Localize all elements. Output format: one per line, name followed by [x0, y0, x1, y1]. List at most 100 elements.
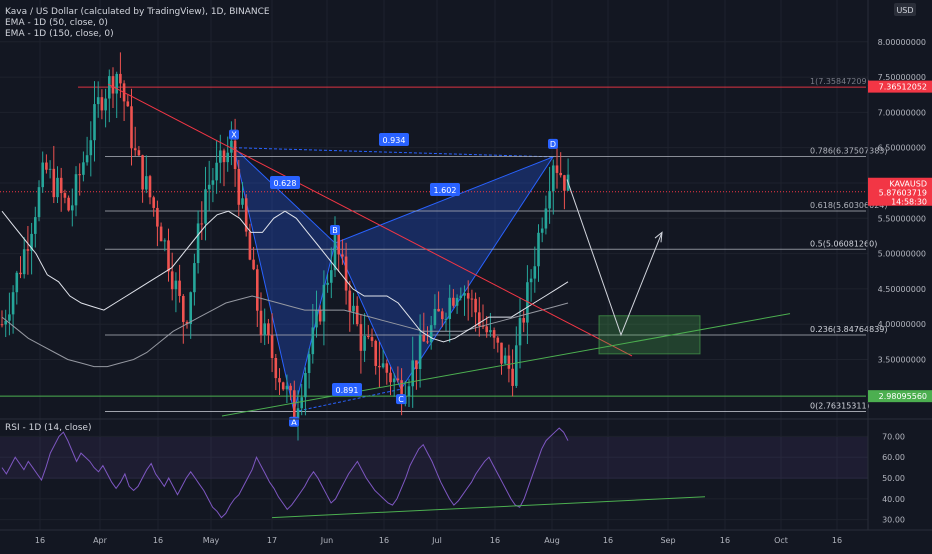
candle-body	[163, 240, 167, 242]
ema150-line	[1, 295, 569, 368]
candle-body	[115, 73, 118, 94]
time-tick-label: 16	[153, 536, 163, 545]
candle-body	[363, 335, 366, 351]
candle-body	[89, 140, 93, 156]
candle-body	[415, 360, 418, 369]
candle-body	[407, 386, 411, 397]
time-axis: 16 Apr 16 May 17 Jun 16 Jul 16 Aug 16 Sep 16 Oct 16	[35, 536, 842, 545]
candle-body	[248, 231, 252, 260]
indicator-ema150[interactable]: EMA - 1D (150, close, 0)	[5, 29, 114, 39]
candle-body	[126, 101, 130, 107]
candle-body	[355, 305, 359, 325]
candle-body	[381, 363, 385, 368]
candle-body	[170, 271, 174, 290]
time-tick-label: May	[203, 536, 220, 545]
candle-body	[278, 378, 281, 383]
candle-body	[352, 305, 355, 312]
candle-body	[511, 368, 514, 386]
candle-body	[19, 272, 22, 275]
candle-body	[492, 330, 496, 338]
candle-body	[48, 168, 52, 170]
candle-body	[418, 335, 422, 369]
candle-body	[211, 180, 215, 185]
candle-body	[270, 335, 274, 359]
candle-body	[293, 390, 296, 420]
candle-body	[22, 249, 26, 275]
candle-body	[503, 355, 507, 364]
candle-body	[196, 223, 200, 264]
candle-body	[108, 76, 111, 99]
candle-body	[252, 259, 255, 270]
candle-body	[233, 140, 237, 170]
candle-body	[367, 335, 370, 338]
candle-body	[470, 298, 474, 300]
ema50-line	[1, 210, 569, 343]
rsi-tick-label: 70.00	[882, 432, 905, 441]
candle-body	[474, 298, 477, 313]
candle-body	[311, 327, 315, 355]
price-tag-label: 5.87603719	[879, 189, 927, 198]
candle-body	[337, 233, 340, 255]
point-label: D	[550, 140, 556, 149]
rsi-title[interactable]: RSI - 1D (14, close)	[5, 423, 91, 433]
candle-body	[322, 284, 326, 322]
price-tick-label: 5.50000000	[878, 214, 926, 223]
point-label-bg	[396, 394, 406, 405]
price-tag-label: KAVAUSD	[889, 180, 927, 189]
candle-body	[281, 382, 285, 390]
descending-trendline	[107, 83, 633, 357]
ratio-label: 0.934	[383, 136, 406, 145]
candle-body	[318, 310, 322, 322]
candle-body	[448, 297, 451, 319]
currency-badge-bg[interactable]	[894, 3, 916, 16]
candle-body	[30, 233, 33, 251]
candle-body	[78, 174, 81, 176]
candle-body	[259, 310, 263, 336]
time-tick-label: Oct	[774, 536, 788, 545]
candle-body	[326, 282, 329, 285]
candle-body	[555, 165, 559, 173]
candle-body	[400, 380, 403, 404]
time-tick-label: 16	[603, 536, 613, 545]
candle-body	[522, 318, 525, 323]
candle-body	[344, 256, 348, 291]
candle-body	[41, 162, 44, 188]
candle-body	[563, 175, 566, 191]
candle-body	[285, 385, 289, 390]
pattern-xd	[233, 147, 554, 158]
candle-body	[263, 323, 266, 336]
currency-badge[interactable]: USD	[896, 6, 913, 15]
candle-body	[52, 168, 56, 198]
harmonic-pattern	[233, 146, 555, 413]
candle-body	[119, 73, 122, 84]
candle-body	[26, 249, 30, 251]
candle-body	[178, 280, 181, 296]
fib-label: 0.5(5.06081260)	[810, 239, 877, 248]
ratio-label: 1.602	[434, 186, 457, 195]
candle-body	[274, 358, 278, 379]
price-tick-label: 8.00000000	[878, 38, 926, 47]
candle-body	[330, 270, 333, 283]
price-tag-bg	[868, 80, 932, 93]
price-tick-label: 3.50000000	[878, 356, 926, 365]
candle-body	[63, 193, 67, 198]
time-tick-label: 17	[267, 536, 277, 545]
candle-body	[222, 150, 226, 163]
candle-body	[219, 150, 222, 163]
indicator-ema50[interactable]: EMA - 1D (50, close, 0)	[5, 18, 108, 28]
price-tick-label: 4.50000000	[878, 285, 926, 294]
point-label: B	[332, 226, 338, 235]
candle-body	[100, 97, 104, 111]
rsi-tick-label: 60.00	[882, 453, 905, 462]
candle-body	[71, 205, 74, 211]
candle-body	[34, 217, 37, 234]
candle-body	[489, 330, 492, 333]
price-tick-label: 6.50000000	[878, 144, 926, 153]
time-tick-label: Sep	[660, 536, 675, 545]
candle-body	[207, 184, 211, 190]
candle-body	[518, 318, 522, 346]
rsi-line	[1, 427, 569, 519]
candle-body	[370, 337, 374, 341]
candle-body	[537, 232, 540, 267]
